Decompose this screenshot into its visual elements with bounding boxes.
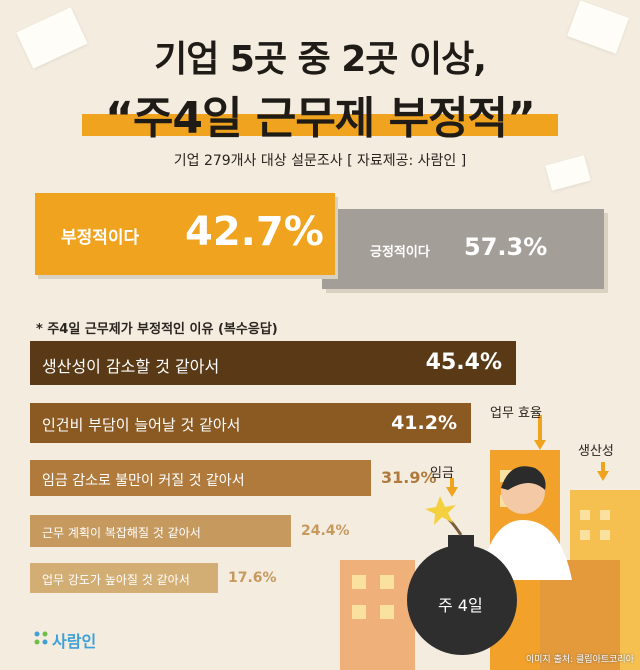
person-hair xyxy=(501,466,546,490)
spark-icon xyxy=(425,496,456,525)
bar-value-label: 31.9% xyxy=(381,468,437,487)
positive-label: 긍정적이다 xyxy=(370,245,430,260)
positive-value: 57.3% xyxy=(464,233,548,261)
headline-line-2-text: “주4일 근무제 부정적” xyxy=(105,93,536,144)
positive-box: 긍정적이다 57.3% xyxy=(322,209,604,289)
bar-1: 생산성이 감소할 것 같아서 45.4% xyxy=(30,341,516,385)
tag-work-efficiency: 업무 효율 xyxy=(490,406,542,421)
reasons-chart-title: * 주4일 근무제가 부정적인 이유 (복수응답) xyxy=(36,322,278,337)
bar-2: 인건비 부담이 늘어날 것 같아서 41.2% xyxy=(30,403,471,443)
bar-3: 임금 감소로 불만이 커질 것 같아서 xyxy=(30,460,371,496)
negative-box: 부정적이다 42.7% xyxy=(35,193,335,275)
bomb-icon xyxy=(407,545,517,655)
image-credit: 이미지 출처: 클립아트코리아 xyxy=(525,655,634,665)
bar-label: 생산성이 감소할 것 같아서 xyxy=(42,357,220,376)
logo-dots-icon xyxy=(34,631,48,645)
tag-productivity: 생산성 xyxy=(578,444,614,459)
headline-line-2: “주4일 근무제 부정적” xyxy=(0,82,640,146)
headline-line-1: 기업 5곳 중 2곳 이상, xyxy=(154,39,487,80)
negative-label: 부정적이다 xyxy=(61,228,140,248)
negative-value: 42.7% xyxy=(185,209,324,255)
building xyxy=(340,560,415,670)
bar-label: 인건비 부담이 늘어날 것 같아서 xyxy=(42,416,241,434)
subtitle: 기업 279개사 대상 설문조사 [ 자료제공: 사람인 ] xyxy=(173,153,467,169)
bar-value-label: 24.4% xyxy=(301,523,350,539)
bar-label: 임금 감소로 불만이 커질 것 같아서 xyxy=(42,473,245,489)
bar-value-label: 41.2% xyxy=(391,412,457,434)
bar-5: 업무 강도가 높아질 것 같아서 xyxy=(30,563,218,593)
bomb-label: 주 4일 xyxy=(438,596,483,615)
bar-value-label: 45.4% xyxy=(425,350,502,375)
bar-4: 근무 계획이 복잡해질 것 같아서 xyxy=(30,515,291,547)
tag-wage: 임금 xyxy=(430,466,454,481)
bar-label: 업무 강도가 높아질 것 같아서 xyxy=(42,573,190,587)
bar-value-label: 17.6% xyxy=(228,570,277,586)
headline-line-2-wrap: “주4일 근무제 부정적” xyxy=(0,82,640,144)
logo-text: 사람인 xyxy=(52,632,97,651)
bar-label: 근무 계획이 복잡해질 것 같아서 xyxy=(42,526,201,540)
city-bomb-illustration xyxy=(340,415,640,670)
